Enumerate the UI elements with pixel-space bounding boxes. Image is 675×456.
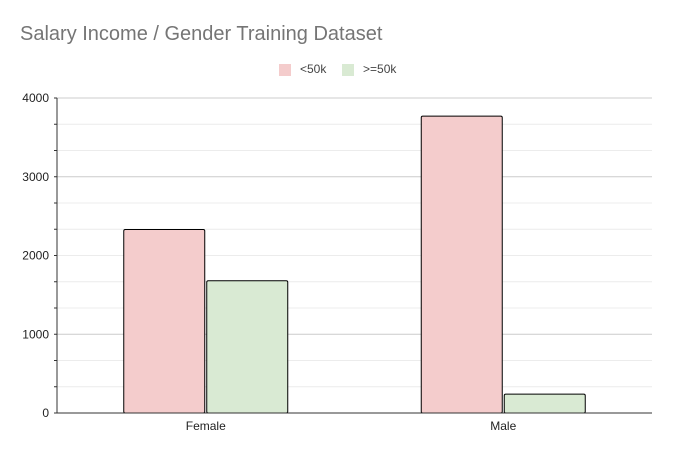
legend: <50k >=50k — [0, 62, 675, 78]
chart-title: Salary Income / Gender Training Dataset — [20, 23, 383, 45]
y-tick-label: 3000 — [22, 170, 49, 184]
x-tick-label: Male — [490, 419, 516, 433]
legend-label-gte50k: >=50k — [363, 62, 397, 76]
bar-male-lt50k — [420, 115, 503, 414]
y-tick-label: 4000 — [22, 91, 49, 105]
bar-female-lt50k — [123, 229, 206, 414]
legend-swatch-lt50k — [279, 64, 291, 76]
y-tick-label: 0 — [42, 406, 49, 420]
bar-female-gte50k — [206, 280, 289, 414]
x-tick-label: Female — [186, 419, 226, 433]
legend-label-lt50k: <50k — [300, 62, 327, 76]
y-tick-label: 1000 — [22, 327, 49, 341]
y-tick-label: 2000 — [22, 249, 49, 263]
legend-swatch-gte50k — [342, 64, 354, 76]
bar-male-gte50k — [503, 393, 586, 414]
